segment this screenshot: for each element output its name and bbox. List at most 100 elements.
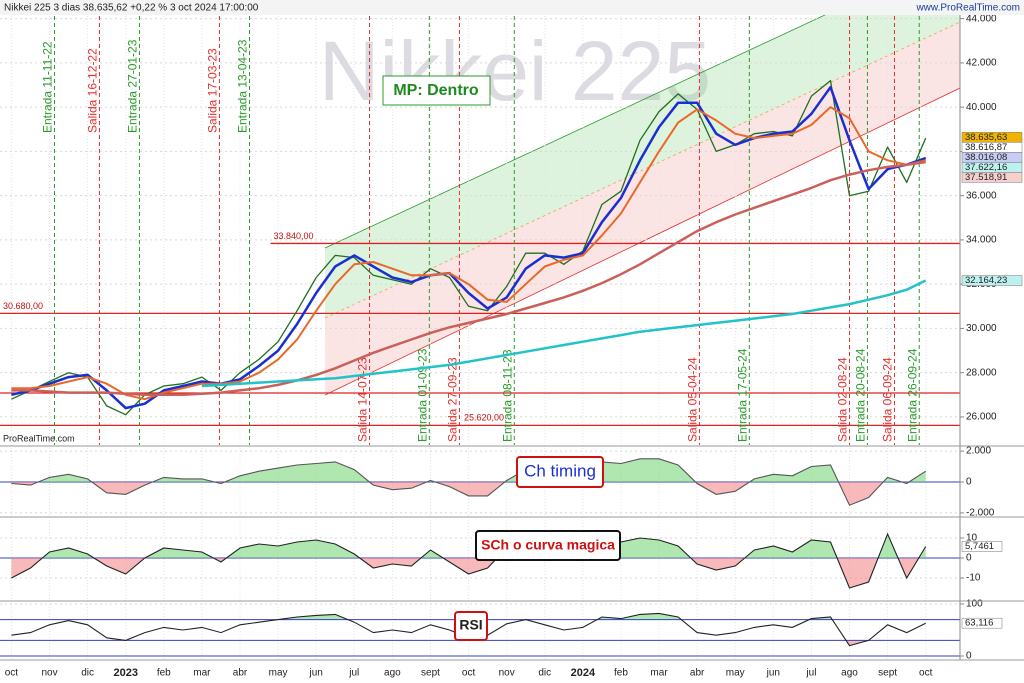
series-line [11,160,926,397]
y-tick-label: 100 [966,599,983,610]
signal-label: Salida 02-08-24 [836,357,850,442]
last-label: 5,7461 [965,541,994,552]
header-bar [0,0,1024,15]
signal-label: Salida 05-04-24 [686,357,700,442]
price-label: 32.164,23 [965,275,1007,286]
signal-label: Salida 27-09-23 [446,357,460,442]
x-tick-label: jul [348,668,359,679]
y-tick-label: 42.000 [966,58,997,69]
x-tick-label: nov [499,668,515,679]
x-tick-label: mar [193,668,211,679]
panel-2 [11,532,927,589]
price-label: 38.016,08 [965,152,1007,163]
series-line [11,458,926,506]
x-tick-label: nov [41,668,57,679]
signal-label: Entrada 11-11-22 [41,41,55,133]
panel-1 [11,458,926,506]
x-tick-label: feb [614,668,628,679]
signal-label: Entrada 17-05-24 [736,348,750,442]
price-label: 38.635,63 [965,132,1007,143]
x-tick-label: ago [384,668,401,679]
y-tick-label: 34.000 [966,235,997,246]
x-tick-label: may [269,668,288,679]
y-tick-label: 44.000 [966,13,997,24]
x-tick-label: jun [309,668,323,679]
x-tick-label: may [726,668,745,679]
x-tick-label: 2023 [113,667,137,679]
signal-label: Entrada 08-11-23 [500,349,514,442]
panel-title: RSI [459,617,482,633]
x-tick-label: sept [421,668,440,679]
series-line [11,532,927,589]
area-positive [11,534,926,558]
level-label: 33.840,00 [273,231,313,241]
price-label-box [961,172,1023,183]
signal-label: Salida 16-12-22 [86,48,100,133]
y-tick-label: 10 [966,533,978,544]
price-label-box [961,275,1023,286]
area-negative [11,482,926,506]
y-tick-label: 30.000 [966,323,997,334]
y-tick-label: 0 [966,553,972,564]
panel-title-box [475,530,621,561]
last-label: 63,116 [965,618,993,629]
price-label: 38.616,87 [965,142,1007,153]
signal-label: Salida 17-03-23 [206,48,220,133]
level-label: 30.680,00 [3,301,43,311]
signal-label: Salida 14-07-23 [356,357,370,442]
panel-title: SCh o curva magica [481,537,615,553]
last-label-box [961,541,1003,552]
signal-label: Entrada 20-08-24 [854,348,868,442]
red-channel [325,22,960,395]
level-label: 25.620,00 [464,413,504,423]
annotation-box [382,75,491,106]
x-tick-label: oct [5,668,19,679]
panel-title-box [516,456,604,488]
signal-label: Entrada 13-04-23 [236,39,250,133]
price-label: 37.622,16 [965,162,1007,173]
header-title: Nikkei 225 3 dias 38.635,62 +0,22 % 3 oc… [4,3,259,14]
y-tick-label: -10 [966,573,981,584]
area-negative [11,558,926,588]
series-line [11,85,927,410]
panel-title-box [454,611,488,641]
signal-label: Entrada 01-09-23 [416,348,430,442]
signal-label: Entrada 27-01-23 [126,39,140,133]
source: www.ProRealTime.com [915,3,1020,14]
series-line [201,279,927,388]
x-tick-label: feb [157,668,171,679]
green-channel [325,0,960,318]
x-tick-label: abr [690,668,705,679]
x-tick-label: 2024 [571,667,596,679]
annotation: MP: Dentro [393,82,479,99]
signal-label: Salida 06-09-24 [881,357,895,442]
x-tick-label: oct [919,668,933,679]
last-label-box [961,617,1003,629]
y-tick-label: 28.000 [966,367,997,378]
series-line [11,79,927,416]
x-tick-label: mar [650,668,668,679]
x-tick-label: oct [462,668,476,679]
y-tick-label: 2.000 [966,446,991,457]
y-tick-label: 26.000 [966,412,997,423]
x-tick-label: ago [841,668,858,679]
y-tick-label: 0 [966,477,972,488]
area-positive [278,613,833,620]
x-tick-label: abr [233,668,248,679]
y-tick-label: -2.000 [966,508,995,519]
series-line [11,106,926,401]
x-tick-label: dic [81,668,94,679]
x-tick-label: dic [538,668,551,679]
y-tick-label: 0 [966,651,972,662]
y-tick-label: 36.000 [966,190,997,201]
x-tick-label: jun [766,668,780,679]
signal-label: Entrada 26-09-24 [905,348,919,442]
x-tick-label: jul [805,668,816,679]
price-label: 37.518,91 [965,172,1007,183]
source-bottom: ProRealTime.com [3,433,75,443]
x-tick-label: sept [878,668,897,679]
y-tick-label: 40.000 [966,102,997,113]
main-series [11,79,927,416]
panel-title: Ch timing [524,461,596,480]
